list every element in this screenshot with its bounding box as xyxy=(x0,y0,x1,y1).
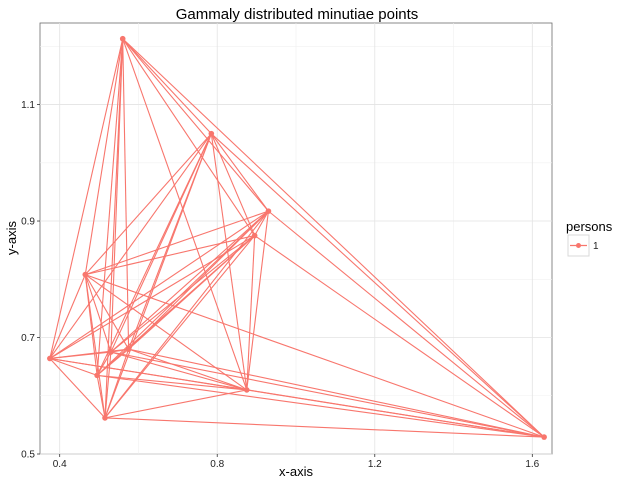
connection-line xyxy=(96,348,129,376)
data-point xyxy=(541,434,547,440)
connection-line xyxy=(96,375,106,418)
connection-line xyxy=(84,274,112,353)
data-point xyxy=(94,372,100,379)
connection-line xyxy=(128,348,247,391)
connection-line xyxy=(96,133,212,376)
data-point xyxy=(119,35,126,42)
x-tick-label: 0.8 xyxy=(210,459,224,470)
legend-key-point xyxy=(576,243,581,248)
connection-line xyxy=(104,348,130,419)
connection-line xyxy=(104,417,545,438)
y-tick-label: 0.9 xyxy=(21,217,35,228)
connection-line xyxy=(85,274,545,438)
connection-line xyxy=(268,210,545,438)
connection-line xyxy=(49,274,86,359)
connection-line xyxy=(97,374,545,438)
connection-line xyxy=(84,274,248,391)
data-point xyxy=(82,271,89,278)
data-point xyxy=(265,208,272,214)
data-point xyxy=(125,346,132,352)
connection-line xyxy=(104,210,269,419)
connection-line xyxy=(122,38,248,391)
connection-line xyxy=(122,38,269,212)
connection-line xyxy=(104,352,112,418)
connection-line xyxy=(85,235,255,276)
legend-title: persons xyxy=(566,219,613,234)
connection-line xyxy=(110,351,545,438)
connection-line xyxy=(254,235,545,438)
x-axis-title: x-axis xyxy=(279,464,313,479)
connection-lines xyxy=(49,38,545,438)
connection-line xyxy=(96,38,124,376)
connection-line xyxy=(84,274,130,350)
connection-line xyxy=(104,389,247,419)
connection-line xyxy=(210,133,545,438)
connection-line xyxy=(49,210,269,359)
connection-line xyxy=(49,38,124,359)
legend: persons 1 xyxy=(566,219,613,257)
y-tick-label: 0.5 xyxy=(21,450,35,461)
x-axis-ticks: 0.4 0.8 1.2 1.6 xyxy=(53,454,540,470)
connection-line xyxy=(122,38,545,438)
connection-line xyxy=(122,38,212,135)
connection-line xyxy=(96,235,256,376)
data-point xyxy=(102,415,108,421)
connection-line xyxy=(49,348,129,360)
connection-line xyxy=(97,374,247,391)
data-points xyxy=(47,35,547,440)
y-axis-title: y-axis xyxy=(4,221,19,255)
data-point xyxy=(243,387,250,393)
x-tick-label: 1.2 xyxy=(368,459,382,470)
data-point xyxy=(108,349,114,355)
connection-line xyxy=(84,133,212,275)
y-axis-ticks: 0.5 0.7 0.9 1.1 xyxy=(21,100,40,461)
data-point xyxy=(47,355,53,362)
connection-line xyxy=(246,235,256,390)
data-point xyxy=(251,232,258,239)
connection-line xyxy=(49,358,106,419)
connection-line xyxy=(104,235,256,419)
connection-line xyxy=(246,389,545,438)
connection-line xyxy=(85,210,269,276)
x-tick-label: 0.4 xyxy=(53,459,67,470)
y-tick-label: 1.1 xyxy=(21,100,35,111)
connection-line xyxy=(49,357,98,376)
connection-line xyxy=(210,133,269,212)
y-tick-label: 0.7 xyxy=(21,333,35,344)
connection-line xyxy=(110,235,255,353)
chart-title: Gammaly distributed minutiae points xyxy=(176,6,419,23)
connection-line xyxy=(49,133,212,359)
connection-line xyxy=(110,210,269,353)
connection-line xyxy=(110,351,247,391)
connection-line xyxy=(122,38,256,236)
connection-line xyxy=(254,210,269,236)
connection-line xyxy=(128,348,545,438)
connection-line xyxy=(49,235,255,359)
connection-line xyxy=(84,274,106,418)
connection-line xyxy=(84,38,124,275)
connection-line xyxy=(110,348,129,353)
connection-line xyxy=(246,211,269,390)
data-point xyxy=(208,130,215,137)
legend-label: 1 xyxy=(593,241,599,252)
connection-line xyxy=(104,38,124,418)
x-tick-label: 1.6 xyxy=(525,459,539,470)
connection-line xyxy=(96,351,112,376)
connection-line xyxy=(122,38,130,350)
